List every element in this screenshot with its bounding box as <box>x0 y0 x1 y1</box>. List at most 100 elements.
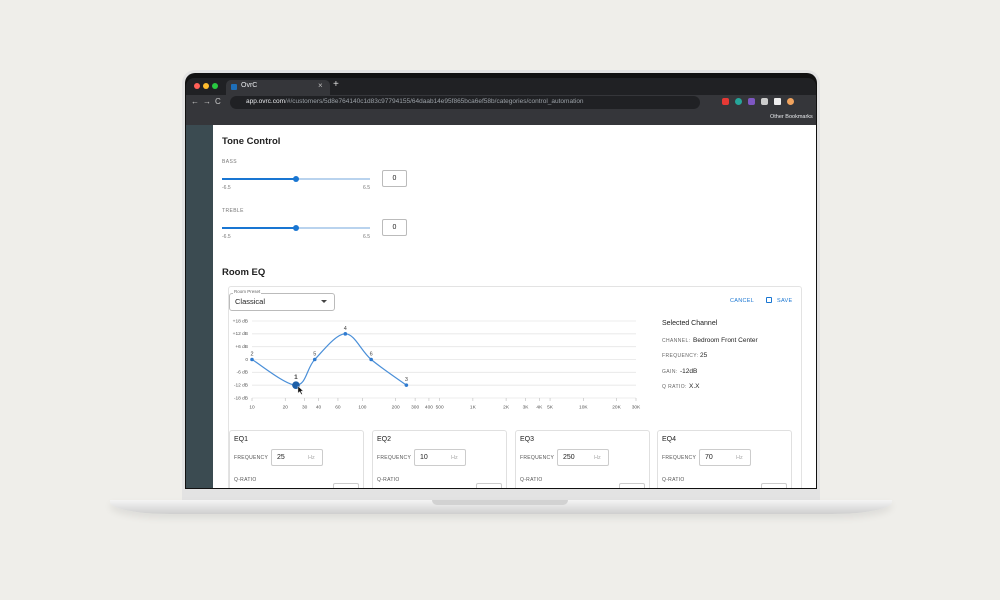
window-zoom[interactable] <box>212 83 218 89</box>
main-bg <box>213 125 816 488</box>
eq-point <box>343 332 348 336</box>
eq-card <box>228 286 802 488</box>
tab-title: OvrC <box>241 82 258 89</box>
band-frequency-input[interactable]: 70 Hz <box>699 449 751 466</box>
x-tick-label: 10 <box>249 404 255 410</box>
slider-input[interactable]: 0 <box>382 170 407 187</box>
band-name: EQ3 <box>520 436 535 443</box>
y-tick-label: 0 <box>245 357 248 363</box>
preset-label: Room Preset <box>233 289 262 294</box>
band-frequency-label: FREQUENCY <box>234 455 269 461</box>
x-tick-label: 20 <box>283 404 289 410</box>
tab-close[interactable]: × <box>318 81 323 90</box>
slider-value: 0 <box>392 224 397 231</box>
eq-point-label: 1 <box>294 374 298 381</box>
y-tick-label: +12 dB <box>233 331 248 337</box>
x-tick-label: 500 <box>436 404 444 410</box>
band-q-input[interactable] <box>761 483 787 488</box>
window-minimize[interactable] <box>203 83 209 89</box>
x-tick-label: 100 <box>358 404 366 410</box>
cancel-button[interactable]: CANCEL <box>730 298 755 304</box>
ext[interactable] <box>761 98 768 105</box>
band-q-label: Q-RATIO <box>377 477 400 483</box>
preset-value: Classical <box>235 297 266 306</box>
y-tick-label: -18 dB <box>234 395 248 401</box>
bookmarks[interactable]: Other Bookmarks <box>770 114 813 120</box>
band-q-label: Q-RATIO <box>520 477 543 483</box>
url: app.ovrc.com/#/customers/5d8e764140c1d83… <box>246 98 584 105</box>
eq-point-label: 5 <box>313 351 316 357</box>
band-name: EQ2 <box>377 436 392 443</box>
selected-label: CHANNEL: <box>662 338 691 344</box>
ext[interactable] <box>722 98 729 105</box>
section-title: Room EQ <box>222 267 266 278</box>
sidebar <box>186 125 213 488</box>
band-frequency-input[interactable]: 10 Hz <box>414 449 466 466</box>
tab[interactable] <box>226 80 330 95</box>
band-q-input[interactable] <box>619 483 645 488</box>
band-frequency-input[interactable]: 250 Hz <box>557 449 609 466</box>
band-frequency-unit: Hz <box>451 455 458 461</box>
eq-point <box>312 357 317 362</box>
band-frequency-label: FREQUENCY <box>662 455 697 461</box>
address-bar[interactable] <box>230 96 700 109</box>
eq-point <box>404 383 409 387</box>
ext[interactable] <box>735 98 742 105</box>
eq-point-label: 4 <box>344 326 347 332</box>
slider-max: 6.5 <box>363 185 370 191</box>
band-frequency-unit: Hz <box>736 455 743 461</box>
band-card <box>229 430 364 488</box>
band-frequency-input[interactable]: 25 Hz <box>271 449 323 466</box>
y-tick-label: +6 dB <box>235 344 248 350</box>
x-tick-label: 3K <box>523 404 530 410</box>
selected-title: Selected Channel <box>662 320 718 327</box>
slider-knob[interactable] <box>293 224 299 231</box>
slider-value: 0 <box>392 175 397 182</box>
band-frequency-value: 70 <box>705 454 713 461</box>
laptop-notch <box>432 500 568 505</box>
window-close[interactable] <box>194 83 200 89</box>
slider-fill <box>222 227 296 229</box>
selected-label: GAIN: <box>662 368 678 375</box>
band-card <box>372 430 507 488</box>
band-frequency-value: 250 <box>563 454 575 461</box>
x-tick-label: 400 <box>425 404 433 410</box>
preset-arrow <box>321 300 327 303</box>
band-frequency-label: FREQUENCY <box>377 455 412 461</box>
band-q-input[interactable] <box>333 483 359 488</box>
selected-value: X.X <box>689 382 700 390</box>
band-frequency-value: 25 <box>277 454 285 461</box>
x-tick-label: 20K <box>612 404 621 410</box>
selected-value: Bedroom Front Center <box>693 337 758 344</box>
nav-buttons[interactable]: ←→C <box>191 97 225 106</box>
y-tick-label: +18 dB <box>233 318 248 324</box>
slider-knob[interactable] <box>293 175 299 182</box>
x-tick-label: 4K <box>536 404 543 410</box>
eq-point-label: 3 <box>405 377 408 383</box>
band-q-label: Q-RATIO <box>234 477 257 483</box>
url-host: app.ovrc.com <box>246 98 286 105</box>
save-button[interactable]: SAVE <box>777 298 793 304</box>
band-q-input[interactable] <box>476 483 502 488</box>
ext[interactable] <box>748 98 755 105</box>
x-tick-label: 5K <box>547 404 554 410</box>
slider-max: 6.5 <box>363 234 370 240</box>
band-frequency-label: FREQUENCY <box>520 455 555 461</box>
x-tick-label: 30K <box>632 404 641 410</box>
band-card <box>515 430 650 488</box>
preset-select[interactable] <box>229 293 335 311</box>
eq-point-label: 2 <box>250 351 253 357</box>
selected-value: -12dB <box>680 367 698 375</box>
slider-input[interactable]: 0 <box>382 219 407 236</box>
band-frequency-value: 10 <box>420 454 428 461</box>
slider-min: -6.5 <box>222 185 231 191</box>
tab-icon <box>231 84 237 90</box>
band-name: EQ4 <box>662 436 677 443</box>
slider-label: BASS <box>222 159 237 165</box>
ext[interactable] <box>774 98 781 105</box>
new-tab[interactable]: + <box>333 79 339 90</box>
ext[interactable] <box>787 98 794 105</box>
slider-min: -6.5 <box>222 234 231 240</box>
x-tick-label: 30 <box>302 404 308 410</box>
